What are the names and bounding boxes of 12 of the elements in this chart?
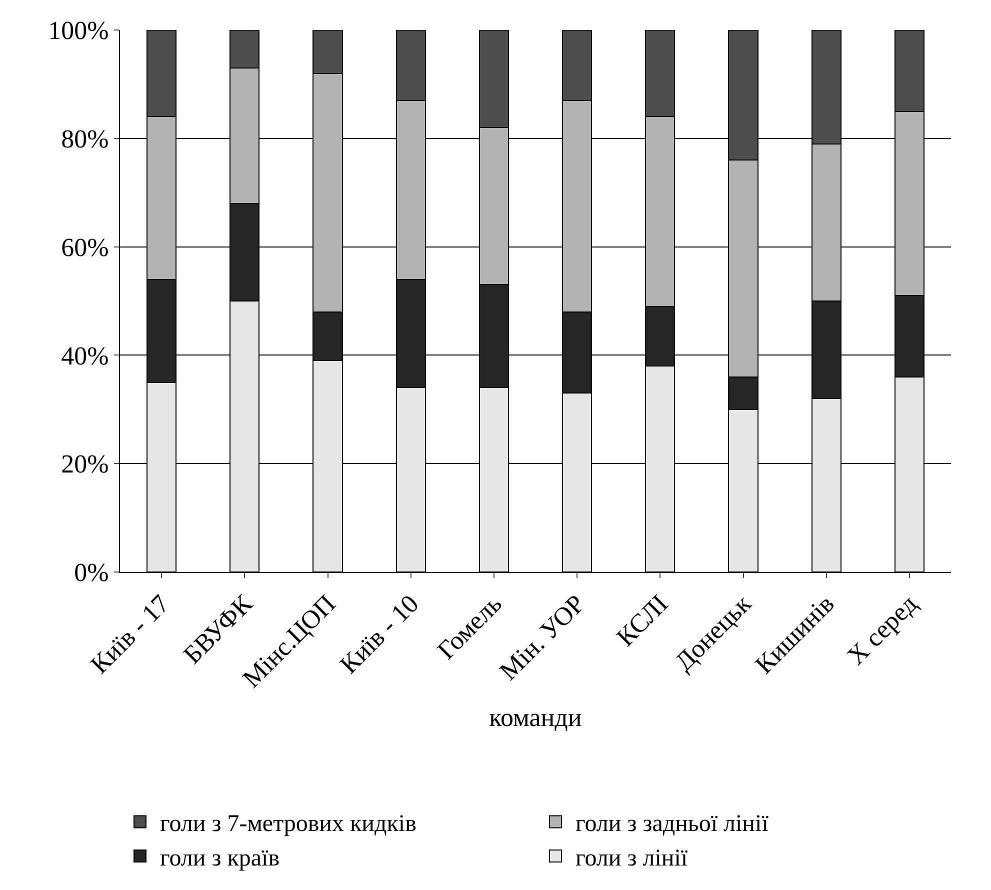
- legend-label: голи з країв: [160, 845, 280, 872]
- y-tick-label: 0%: [74, 558, 109, 588]
- x-axis-title: команди: [489, 702, 582, 732]
- y-tick-label: 80%: [61, 124, 109, 154]
- y-tick-label: 20%: [61, 450, 109, 479]
- y-tick-label: 60%: [61, 232, 109, 262]
- y-tick-label: 40%: [61, 341, 109, 370]
- legend-label: голи з лінії: [576, 845, 688, 872]
- x-tick-label: Київ - 17: [84, 589, 175, 680]
- y-tick-label: 100%: [48, 16, 109, 46]
- legend-label: голи з задньої лінії: [576, 811, 769, 838]
- legend-label: голи з 7-метрових кидків: [160, 811, 416, 838]
